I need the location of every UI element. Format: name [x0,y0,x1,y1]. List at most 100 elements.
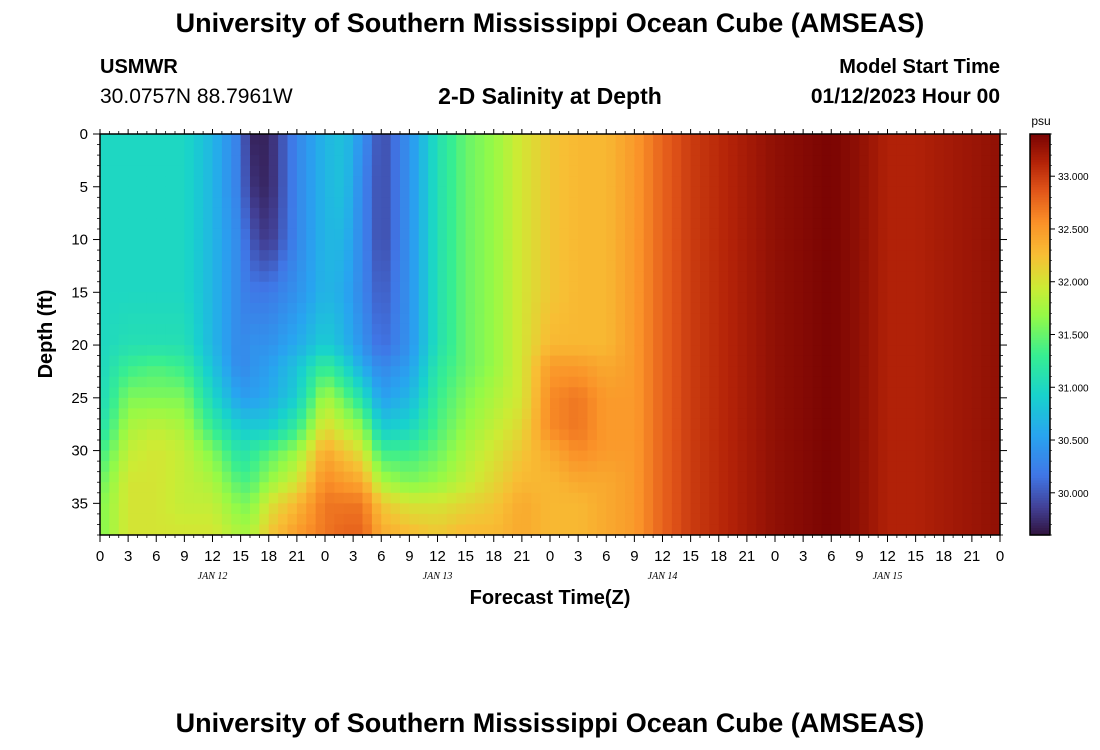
heatmap-cell [653,271,664,283]
heatmap-cell [831,503,842,515]
heatmap-cell [175,334,185,346]
heatmap-cell [925,513,935,526]
heatmap-cell [718,323,729,336]
heatmap-cell [503,492,514,504]
heatmap-cell [175,482,185,494]
heatmap-cell [100,292,110,304]
heatmap-cell [934,513,945,526]
heatmap-cell [259,429,270,441]
heatmap-cell [878,429,889,441]
heatmap-cell [925,197,935,209]
heatmap-cell [465,155,476,167]
heatmap-cell [231,292,242,304]
heatmap-cell [756,429,767,441]
heatmap-cell [456,228,467,241]
heatmap-cell [296,440,307,452]
heatmap-cell [240,355,251,367]
heatmap-cell [737,197,748,209]
colorbar-segment [1030,271,1050,275]
heatmap-cell [193,429,204,441]
heatmap-cell [737,376,748,388]
y-tick-label: 15 [71,284,88,301]
heatmap-cell [812,408,823,420]
heatmap-cell [850,165,860,177]
heatmap-cell [784,461,795,473]
heatmap-cell [728,355,739,367]
heatmap-cell [596,387,607,399]
heatmap-cell [521,165,532,177]
heatmap-cell [362,302,373,314]
heatmap-cell [859,144,870,156]
heatmap-cell [156,387,167,399]
heatmap-cell [962,492,973,504]
colorbar-segment [1030,289,1050,293]
heatmap-cell [793,524,804,535]
heatmap-cell [550,482,560,494]
heatmap-cell [896,355,907,367]
heatmap-cell [962,355,973,367]
colorbar-segment [1030,161,1050,165]
heatmap-cell [587,397,598,409]
colorbar-segment [1030,357,1050,361]
heatmap-cell [512,482,523,494]
heatmap-cell [343,524,354,535]
heatmap-cell [146,144,157,156]
heatmap-cell [475,418,485,431]
heatmap-cell [634,440,645,452]
heatmap-cell [878,281,889,293]
heatmap-cell [643,334,654,346]
heatmap-cell [128,471,139,483]
heatmap-cell [484,176,495,188]
heatmap-cell [606,408,617,420]
heatmap-cell [428,144,439,156]
heatmap-cell [756,197,767,209]
heatmap-cell [343,197,354,209]
heatmap-cell [850,207,860,220]
heatmap-cell [259,471,270,483]
heatmap-cell [596,260,607,272]
heatmap-cell [521,155,532,167]
heatmap-cell [812,503,823,515]
heatmap-cell [896,345,907,357]
heatmap-cell [484,482,495,494]
heatmap-cell [915,197,926,209]
heatmap-cell [137,355,148,367]
heatmap-cell [325,134,335,146]
heatmap-cell [793,165,804,177]
heatmap-cell [662,376,673,388]
heatmap-cell [756,207,767,220]
heatmap-cell [643,323,654,336]
heatmap-cell [962,366,973,378]
heatmap-cell [465,387,476,399]
heatmap-cell [915,176,926,188]
heatmap-cell [165,429,176,441]
heatmap-cell [746,281,757,293]
heatmap-cell [175,461,185,473]
heatmap-cell [765,450,776,462]
heatmap-cell [653,281,664,293]
heatmap-cell [231,503,242,515]
heatmap-cell [821,313,832,325]
heatmap-cell [775,292,785,304]
heatmap-cell [887,218,898,230]
heatmap-cell [325,323,335,336]
heatmap-cell [437,450,448,462]
heatmap-cell [315,492,326,504]
colorbar-segment [1030,389,1050,393]
heatmap-cell [634,144,645,156]
heatmap-cell [278,218,289,230]
heatmap-cell [756,397,767,409]
heatmap-cell [840,292,851,304]
heatmap-cell [896,302,907,314]
heatmap-cell [353,345,364,357]
heatmap-cell [625,408,635,420]
heatmap-cell [596,197,607,209]
heatmap-cell [587,165,598,177]
heatmap-cell [700,323,710,336]
heatmap-cell [437,271,448,283]
heatmap-cell [981,503,992,515]
heatmap-cell [934,345,945,357]
heatmap-cell [437,513,448,526]
heatmap-cell [362,408,373,420]
heatmap-cell [353,207,364,220]
